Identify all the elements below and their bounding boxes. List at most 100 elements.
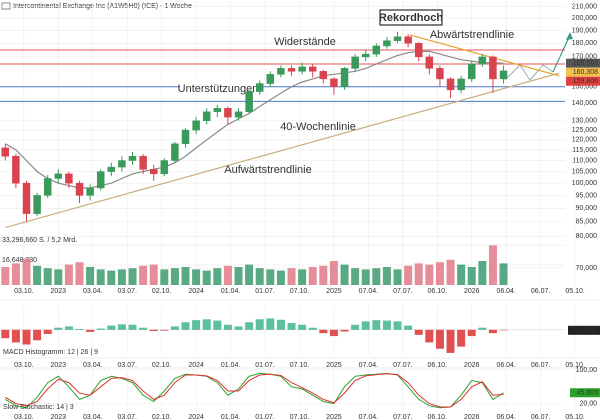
macd-bar: [298, 324, 307, 330]
candle-body: [128, 155, 137, 161]
x-tick-label: 03.04.: [83, 362, 103, 369]
macd-bar: [33, 329, 42, 341]
volume-bar: [287, 268, 296, 285]
candle-body: [22, 182, 31, 214]
x-tick-label: 01.04.: [221, 362, 241, 369]
candle-body: [414, 43, 423, 58]
macd-marker: [568, 325, 600, 335]
volume-bar: [435, 262, 444, 285]
x-tick-label: 2024: [188, 414, 204, 420]
volume-bar: [319, 265, 328, 285]
volume-bar: [446, 259, 455, 285]
candle-body: [234, 111, 243, 118]
series-label: 40-Wochenlinie: [280, 121, 356, 133]
candle-body: [319, 71, 328, 80]
volume-bar: [467, 266, 476, 285]
x-tick-label: 07.07.: [393, 288, 413, 295]
macd-bar: [96, 328, 105, 330]
macd-bar: [404, 325, 413, 330]
candle-body: [224, 108, 232, 118]
volume-bar: [499, 263, 508, 285]
macd-bar: [54, 327, 63, 330]
candle-body: [107, 166, 116, 172]
candle-body: [308, 66, 317, 72]
candle-body: [96, 171, 105, 189]
macd-bar: [43, 329, 52, 334]
macd-bar: [223, 324, 232, 330]
y-tick-label: 140,000: [572, 100, 597, 107]
volume-bar: [117, 269, 126, 285]
volume-tick-label: 16,648,330: [2, 257, 37, 264]
x-tick-label: 06.07.: [531, 414, 551, 420]
candle-body: [425, 56, 434, 69]
volume-bar: [75, 262, 84, 285]
x-tick-label: 07.04.: [359, 288, 379, 295]
y-tick-label: 95,000: [576, 192, 598, 199]
y-tick-label: 125,000: [572, 127, 597, 134]
volume-bar: [425, 264, 434, 285]
x-tick-label: 2024: [188, 288, 204, 295]
y-tick-label: 105,000: [572, 168, 597, 175]
x-tick-label: 2025: [326, 362, 342, 369]
macd-bar: [192, 320, 201, 330]
candle-body: [266, 74, 275, 84]
y-tick-label: 70,000: [576, 265, 598, 272]
candle-body: [489, 56, 497, 80]
y-tick-label: 115,000: [572, 147, 597, 154]
candle-body: [457, 78, 465, 91]
macd-bar: [319, 329, 328, 334]
x-tick-label: 2025: [326, 288, 342, 295]
x-tick-label: 06.10.: [428, 414, 448, 420]
x-tick-label: 07.07.: [393, 414, 413, 420]
candle-body: [54, 173, 63, 179]
price-marker: [566, 58, 600, 68]
stoch-tick-label: 100,00: [576, 367, 598, 374]
macd-bar: [266, 318, 275, 330]
volume-bar: [64, 264, 73, 285]
candle-body: [393, 36, 402, 41]
y-tick-label: 120,000: [572, 137, 597, 144]
volume-bar: [96, 269, 105, 285]
macd-bar: [361, 321, 370, 330]
macd-bar: [446, 329, 455, 353]
volume-bar: [86, 266, 95, 285]
candle-body: [330, 78, 338, 87]
volume-bar: [22, 258, 31, 285]
x-tick-label: 06.10.: [428, 288, 448, 295]
macd-bar: [1, 329, 10, 339]
y-tick-label: 130,000: [572, 118, 597, 125]
volume-tick-label: 33,296,660 S. / 5,2 Mrd.: [2, 237, 77, 244]
price-marker-label: 160,308: [573, 69, 598, 76]
stoch-title: Slow Stochastic: 14 | 3: [3, 404, 74, 411]
stoch-line: [5, 373, 504, 408]
x-tick-label: 2025: [326, 414, 342, 420]
x-tick-label: 01.07.: [255, 362, 275, 369]
volume-bar: [478, 260, 487, 285]
candle-body: [446, 78, 455, 91]
x-tick-label: 01.07.: [255, 288, 275, 295]
stoch-tick-label: 20,00: [579, 400, 597, 407]
volume-bar: [213, 268, 222, 285]
candle-body: [213, 108, 222, 113]
macd-bar: [467, 329, 476, 337]
macd-bar: [457, 329, 466, 347]
macd-marker-label: -0,12311: [571, 327, 598, 334]
volume-bar: [276, 270, 285, 285]
candle-body: [43, 178, 52, 196]
volume-bar: [340, 264, 349, 285]
candle-body: [181, 129, 190, 145]
macd-bar: [149, 329, 158, 332]
x-tick-label: 2023: [51, 288, 67, 295]
y-tick-label: 200,000: [572, 15, 597, 22]
x-tick-label: 03.07.: [117, 288, 137, 295]
volume-bar: [488, 245, 497, 285]
volume-bar: [457, 264, 466, 285]
x-tick-label: 05.10.: [565, 414, 585, 420]
trendline: [5, 72, 560, 229]
y-tick-label: 210,000: [572, 3, 597, 10]
volume-bar: [266, 269, 275, 285]
macd-bar: [160, 329, 169, 331]
